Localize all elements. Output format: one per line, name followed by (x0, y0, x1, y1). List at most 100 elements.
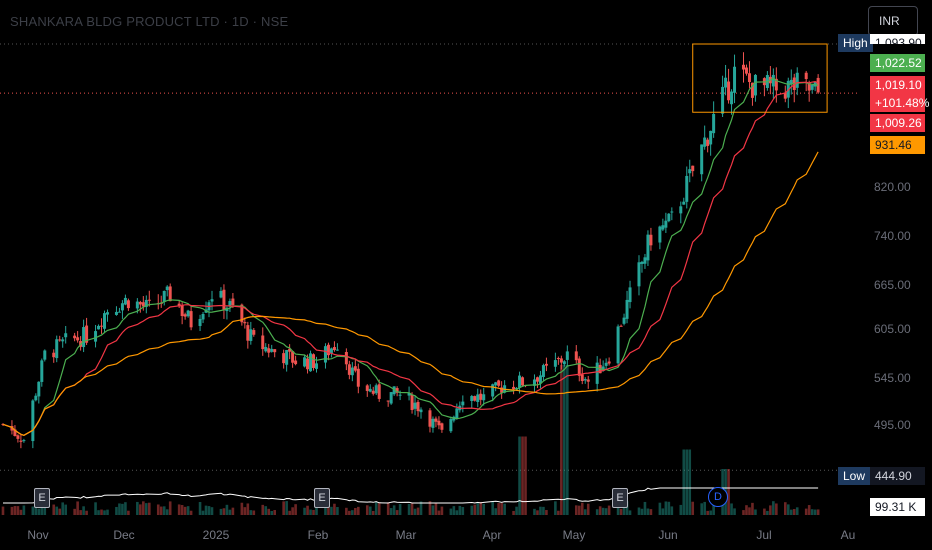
volume-bar (407, 503, 411, 515)
volume-bar (40, 506, 44, 515)
volume-bar (249, 510, 253, 515)
volume-bar (616, 507, 620, 515)
volume-bar (545, 510, 548, 515)
candle-body (771, 74, 775, 87)
candle-body (315, 363, 319, 369)
candle-body (721, 86, 725, 114)
candle-body (291, 351, 295, 363)
volume-bar (58, 508, 62, 515)
candle-body (706, 139, 710, 146)
candle-body (294, 360, 298, 365)
volume-bar (127, 510, 130, 515)
candle-body (667, 213, 671, 222)
volume-bar (542, 506, 545, 515)
volume-bar (368, 506, 372, 515)
candle-body (103, 313, 107, 329)
volume-bar (306, 505, 309, 515)
volume-bar (783, 502, 787, 515)
volume-bar (789, 509, 793, 515)
candle-body (556, 358, 560, 360)
volume-bar (10, 506, 14, 515)
candle-body (500, 387, 504, 393)
volume-bar (688, 449, 692, 515)
volume-bar (142, 501, 145, 515)
ma-slow-line (2, 151, 819, 436)
earnings-marker[interactable]: E (34, 488, 50, 508)
candle-body (562, 361, 566, 365)
earnings-marker[interactable]: E (612, 488, 628, 508)
candle-body (228, 301, 232, 307)
candle-body (58, 339, 62, 341)
candle-body (356, 368, 360, 387)
volume-bar (816, 509, 820, 515)
candle-body (604, 362, 608, 366)
volume-bar (754, 509, 757, 515)
sma-slow-badge: 931.46 (870, 136, 925, 154)
currency-selector[interactable]: INR (868, 6, 918, 36)
candle-body (431, 418, 435, 428)
candle-body (64, 333, 68, 338)
candle-body (491, 384, 495, 397)
candle-body (804, 72, 808, 80)
earnings-marker[interactable]: E (314, 488, 330, 508)
candle-body (643, 257, 647, 264)
candle-body (580, 374, 584, 381)
volume-bar (1, 506, 5, 515)
candle-body (518, 375, 522, 388)
volume-bar (727, 469, 730, 515)
volume-bar (449, 508, 453, 515)
volume-bar (682, 449, 686, 515)
volume-bar (566, 365, 569, 515)
volume-bar (497, 503, 500, 515)
candle-body (398, 394, 402, 396)
volume-bar (22, 505, 26, 515)
candle-body (419, 409, 423, 413)
volume-bar (625, 501, 629, 515)
volume-bar (533, 508, 536, 515)
volume-bar (577, 505, 581, 515)
volume-bar (288, 510, 291, 515)
candle-body (685, 175, 689, 202)
last-price-badge: 1,019.10 (870, 76, 925, 94)
candle-body (243, 322, 247, 324)
volume-bar (124, 502, 127, 515)
volume-bar (365, 505, 369, 515)
x-tick-label: Dec (113, 528, 135, 542)
volume-bar (813, 509, 817, 515)
x-tick-label: Jun (658, 528, 678, 542)
dividend-marker[interactable]: D (708, 487, 728, 507)
candle-body (783, 92, 787, 99)
volume-bar (303, 507, 306, 515)
candle-body (658, 226, 662, 243)
x-tick-label: May (562, 528, 586, 542)
volume-bar (374, 501, 378, 515)
candle-body (270, 348, 274, 352)
volume-bar (792, 509, 796, 515)
candle-body (741, 64, 745, 70)
candle-body (105, 312, 109, 315)
candle-body (544, 363, 548, 366)
volume-bar (580, 502, 584, 515)
candle-body (622, 317, 626, 324)
candle-body (813, 81, 817, 87)
candle-body (97, 325, 101, 330)
volume-bar (745, 505, 748, 515)
candle-body (538, 375, 542, 384)
candle-body (709, 130, 713, 145)
volume-bar (243, 507, 247, 515)
volume-bar (61, 502, 65, 515)
y-tick-label: 545.00 (874, 371, 911, 385)
candle-body (61, 339, 65, 342)
volume-bar (500, 502, 503, 515)
volume-bar (219, 508, 223, 515)
candle-body (437, 420, 441, 426)
volume-bar (772, 501, 775, 515)
volume-bar (79, 510, 82, 515)
volume-bar (267, 508, 271, 515)
volume-bar (518, 436, 521, 515)
candle-body (120, 303, 124, 311)
volume-bar (607, 505, 611, 515)
volume-bar (583, 509, 587, 515)
volume-bar (685, 449, 689, 515)
